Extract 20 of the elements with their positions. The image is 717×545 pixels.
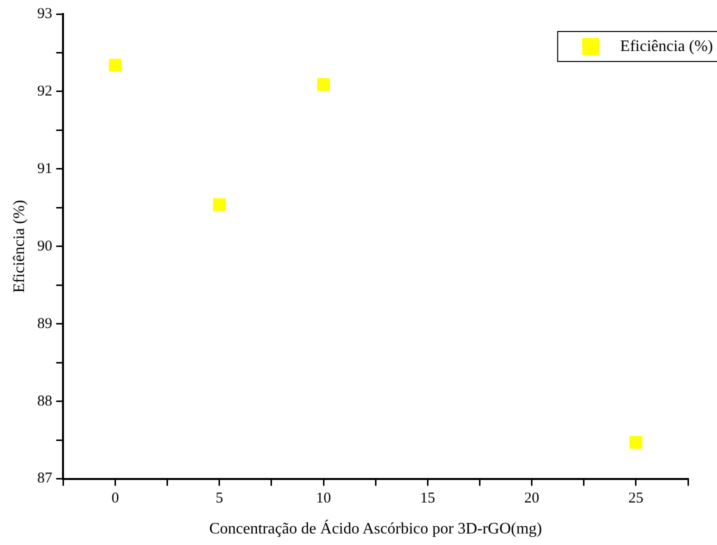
x-tick-label: 15 bbox=[420, 490, 436, 507]
y-axis-title: Eficiência (%) bbox=[10, 200, 28, 293]
point bbox=[317, 78, 330, 91]
x-tick-label: 20 bbox=[524, 490, 540, 507]
x-tick-label: 25 bbox=[628, 490, 644, 507]
point bbox=[108, 58, 122, 72]
y-tick-label: 88 bbox=[37, 393, 52, 410]
legend-label: Eficiência (%) bbox=[620, 38, 713, 56]
y-tick-label: 89 bbox=[37, 316, 52, 332]
y-tick-label: 87 bbox=[37, 470, 53, 487]
x-tick-label: 5 bbox=[216, 490, 224, 507]
y-tick-label: 93 bbox=[37, 6, 52, 22]
y-tick-label: 92 bbox=[37, 83, 52, 100]
x-tick-label: 10 bbox=[316, 490, 332, 507]
y-tick-label: 90 bbox=[37, 238, 52, 254]
x-axis-title: Concentração de Ácido Ascórbico por 3D-rGO(mg) bbox=[209, 520, 542, 538]
x-tick-label: 0 bbox=[112, 490, 120, 507]
point bbox=[630, 436, 642, 449]
y-tick-label: 91 bbox=[37, 160, 52, 177]
point bbox=[213, 198, 226, 211]
